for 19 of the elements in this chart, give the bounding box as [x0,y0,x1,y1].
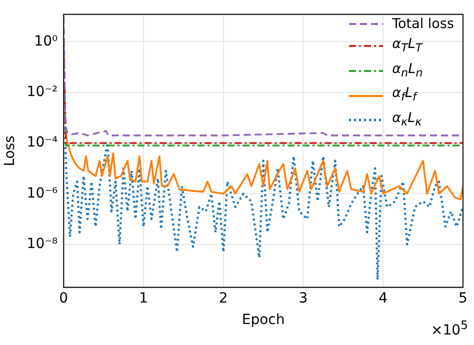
x-axis-title: Epoch [242,312,285,328]
y-tick-label: 10⁰ [34,33,58,50]
y-tick-label: 10⁻⁴ [26,134,58,151]
legend-label: Total loss [392,15,454,34]
x-tick-label: 4 [378,290,388,306]
text: ×10$^{5}$ [431,318,468,339]
x-tick-label: 0 [59,290,68,306]
y-tick-label: 10⁻⁶ [26,185,58,202]
legend-label: α$_{f}$L$_{f}$ [392,84,416,106]
y-tick-label: 10⁻⁸ [26,236,58,252]
legend-label: α$_{n}$L$_{n}$ [392,60,423,82]
x-tick-label: 3 [298,290,308,306]
x-tick-label: 1 [139,290,148,306]
legend-label: α$_{T}$L$_{T}$ [392,35,422,57]
x-tick-label: 5 [458,290,468,306]
y-tick-label: 10⁻² [26,84,58,100]
legend-label: α$_{κ}$L$_{κ}$ [392,109,422,131]
y-axis-title: Loss [2,136,18,166]
x-tick-label: 2 [218,290,228,306]
